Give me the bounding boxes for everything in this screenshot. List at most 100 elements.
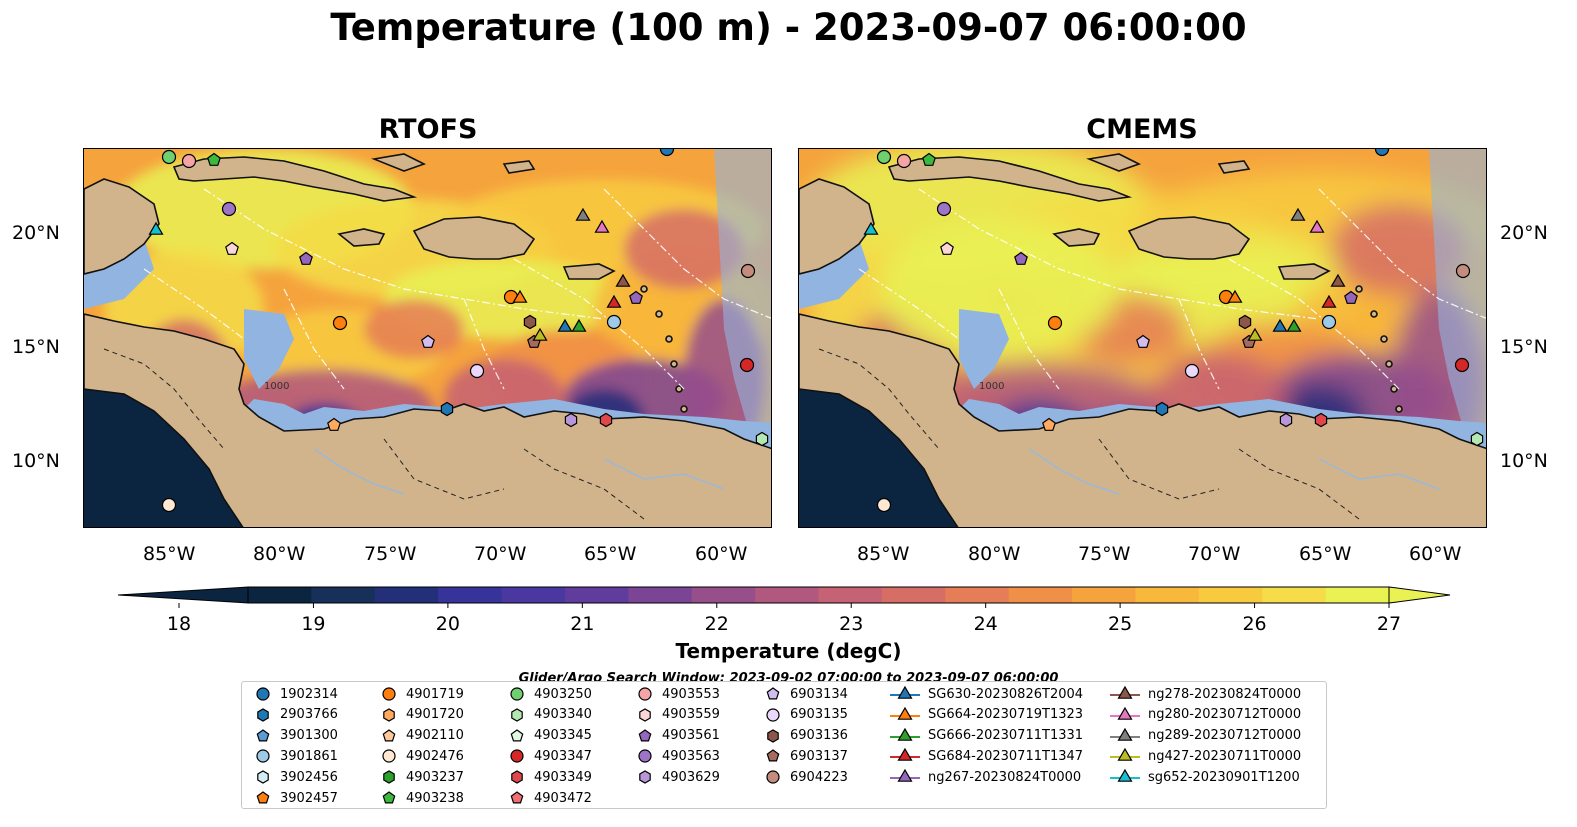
float-marker[interactable] bbox=[1286, 318, 1302, 332]
float-marker[interactable] bbox=[1321, 294, 1337, 308]
legend-item[interactable]: 4901720 bbox=[380, 705, 464, 725]
float-marker[interactable] bbox=[1470, 431, 1484, 447]
float-marker[interactable] bbox=[629, 290, 643, 304]
float-marker[interactable] bbox=[606, 294, 622, 308]
legend-item[interactable]: 4901719 bbox=[380, 684, 464, 704]
float-marker[interactable] bbox=[922, 152, 936, 166]
legend-item[interactable]: 6903137 bbox=[764, 746, 848, 766]
float-marker[interactable] bbox=[876, 497, 892, 513]
legend-item[interactable]: 4902476 bbox=[380, 746, 464, 766]
float-marker[interactable] bbox=[1272, 318, 1288, 332]
float-marker[interactable] bbox=[1155, 401, 1169, 417]
legend-item[interactable]: 4903472 bbox=[508, 788, 592, 808]
legend-item[interactable]: 1902314 bbox=[254, 684, 338, 704]
legend-item[interactable]: ng427-20230711T0000 bbox=[1110, 746, 1301, 766]
legend-item[interactable]: 3901300 bbox=[254, 726, 338, 746]
legend-item[interactable]: 6903136 bbox=[764, 726, 848, 746]
legend-item[interactable]: 4903629 bbox=[636, 767, 720, 787]
float-marker[interactable] bbox=[1454, 357, 1470, 373]
float-marker[interactable] bbox=[1042, 417, 1056, 431]
float-marker[interactable] bbox=[564, 412, 578, 428]
float-marker[interactable] bbox=[615, 273, 631, 287]
legend-item[interactable]: 4903563 bbox=[636, 746, 720, 766]
float-marker[interactable] bbox=[299, 251, 313, 265]
legend-item[interactable]: 4903349 bbox=[508, 767, 592, 787]
float-marker[interactable] bbox=[332, 315, 348, 331]
legend-item[interactable]: ng289-20230712T0000 bbox=[1110, 726, 1301, 746]
float-marker[interactable] bbox=[1238, 314, 1252, 330]
float-marker[interactable] bbox=[1136, 334, 1150, 348]
float-marker[interactable] bbox=[1314, 412, 1328, 428]
float-marker[interactable] bbox=[469, 363, 485, 379]
float-marker[interactable] bbox=[207, 152, 221, 166]
float-marker[interactable] bbox=[1247, 327, 1263, 341]
float-marker[interactable] bbox=[659, 149, 675, 157]
float-marker[interactable] bbox=[599, 412, 613, 428]
float-marker[interactable] bbox=[557, 318, 573, 332]
float-marker[interactable] bbox=[1047, 315, 1063, 331]
legend-item[interactable]: SG666-20230711T1331 bbox=[890, 726, 1083, 746]
float-marker[interactable] bbox=[421, 334, 435, 348]
float-marker[interactable] bbox=[1321, 314, 1337, 330]
legend-item[interactable]: ng267-20230824T0000 bbox=[890, 767, 1081, 787]
legend-item[interactable]: ng280-20230712T0000 bbox=[1110, 705, 1301, 725]
float-marker[interactable] bbox=[440, 401, 454, 417]
float-marker[interactable] bbox=[936, 201, 952, 217]
legend-item[interactable]: 4903561 bbox=[636, 726, 720, 746]
float-marker[interactable] bbox=[755, 431, 769, 447]
float-marker[interactable] bbox=[532, 327, 548, 341]
float-marker[interactable] bbox=[161, 497, 177, 513]
float-marker[interactable] bbox=[940, 241, 954, 255]
float-marker[interactable] bbox=[594, 219, 610, 233]
legend-item[interactable]: 4902110 bbox=[380, 726, 464, 746]
float-marker[interactable] bbox=[1374, 149, 1390, 157]
float-marker[interactable] bbox=[181, 153, 197, 169]
legend-item[interactable]: 4903340 bbox=[508, 705, 592, 725]
legend-item[interactable]: 3902456 bbox=[254, 767, 338, 787]
legend-item[interactable]: 6903135 bbox=[764, 705, 848, 725]
legend-item[interactable]: SG630-20230826T2004 bbox=[890, 684, 1083, 704]
legend-item[interactable]: 3902457 bbox=[254, 788, 338, 808]
legend-item[interactable]: ng278-20230824T0000 bbox=[1110, 684, 1301, 704]
legend-item[interactable]: 3901861 bbox=[254, 746, 338, 766]
float-marker[interactable] bbox=[1290, 207, 1306, 221]
float-marker[interactable] bbox=[606, 314, 622, 330]
float-marker[interactable] bbox=[161, 149, 177, 165]
legend-item[interactable]: 4903559 bbox=[636, 705, 720, 725]
float-marker[interactable] bbox=[327, 417, 341, 431]
float-marker[interactable] bbox=[523, 314, 537, 330]
legend-item[interactable]: 4903345 bbox=[508, 726, 592, 746]
legend-item[interactable]: 6903134 bbox=[764, 684, 848, 704]
legend-item[interactable]: SG684-20230711T1347 bbox=[890, 746, 1083, 766]
legend-item[interactable]: SG664-20230719T1323 bbox=[890, 705, 1083, 725]
float-marker[interactable] bbox=[571, 318, 587, 332]
float-marker[interactable] bbox=[896, 153, 912, 169]
float-marker[interactable] bbox=[739, 357, 755, 373]
legend-item[interactable]: 4903250 bbox=[508, 684, 592, 704]
float-marker[interactable] bbox=[740, 263, 756, 279]
float-marker[interactable] bbox=[148, 221, 164, 235]
legend-item[interactable]: 2903766 bbox=[254, 705, 338, 725]
float-marker[interactable] bbox=[876, 149, 892, 165]
float-marker[interactable] bbox=[1184, 363, 1200, 379]
float-marker[interactable] bbox=[512, 289, 528, 303]
map-panel-cmems[interactable]: 1000 bbox=[798, 148, 1487, 528]
float-marker[interactable] bbox=[575, 207, 591, 221]
float-marker[interactable] bbox=[1455, 263, 1471, 279]
float-marker[interactable] bbox=[1227, 289, 1243, 303]
float-marker[interactable] bbox=[863, 221, 879, 235]
float-marker[interactable] bbox=[225, 241, 239, 255]
float-marker[interactable] bbox=[1309, 219, 1325, 233]
legend-item[interactable]: sg652-20230901T1200 bbox=[1110, 767, 1300, 787]
float-marker[interactable] bbox=[1330, 273, 1346, 287]
legend-item[interactable]: 4903347 bbox=[508, 746, 592, 766]
legend-item[interactable]: 4903237 bbox=[380, 767, 464, 787]
legend-item[interactable]: 6904223 bbox=[764, 767, 848, 787]
legend-item[interactable]: 4903553 bbox=[636, 684, 720, 704]
map-panel-rtofs[interactable]: 1000 bbox=[83, 148, 772, 528]
float-marker[interactable] bbox=[1279, 412, 1293, 428]
float-marker[interactable] bbox=[221, 201, 237, 217]
legend-item[interactable]: 4903238 bbox=[380, 788, 464, 808]
float-marker[interactable] bbox=[1014, 251, 1028, 265]
float-marker[interactable] bbox=[1344, 290, 1358, 304]
